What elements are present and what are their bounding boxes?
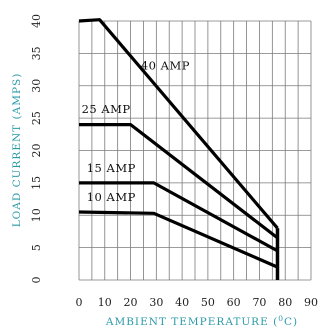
x-tick-label: 80 [278, 296, 292, 309]
series-label: 25 AMP [82, 102, 131, 116]
y-tick-label: 25 [30, 111, 43, 125]
x-tick-label: 10 [98, 296, 112, 309]
y-tick-label: 40 [30, 14, 43, 28]
y-tick-label: 5 [30, 244, 43, 251]
series-label: 40 AMP [141, 59, 190, 73]
series-lines [78, 18, 280, 280]
series-labels: 40 AMP 25 AMP 15 AMP 10 AMP [82, 59, 190, 204]
x-tick-label: 40 [175, 296, 189, 309]
series-label: 10 AMP [87, 190, 136, 204]
series-line-40-amp [78, 18, 279, 230]
series-line-10-amp [78, 210, 279, 269]
y-tick-label: 15 [30, 176, 43, 190]
y-axis-title: LOAD CURRENT (AMPS) [11, 73, 23, 228]
x-tick-label: 20 [124, 296, 138, 309]
y-tick-label: 0 [30, 277, 43, 284]
x-tick-label: 0 [76, 296, 83, 309]
x-tick-label: 70 [252, 296, 266, 309]
y-tick-label: 35 [30, 46, 43, 60]
series-label: 15 AMP [87, 161, 136, 175]
y-tick-label: 30 [30, 79, 43, 93]
x-tick-label: 30 [149, 296, 163, 309]
x-tick-label: 90 [304, 296, 318, 309]
y-tick-label: 10 [30, 208, 43, 222]
x-tick-label: 60 [227, 296, 241, 309]
y-tick-label: 20 [30, 144, 43, 158]
x-tick-label: 50 [201, 296, 215, 309]
series-line-15-amp [79, 181, 279, 253]
tick-labels: 0 10 20 30 40 50 60 70 80 90 0 5 10 15 20 25 30 35 40 [30, 14, 318, 309]
series-line-25-amp [79, 122, 279, 240]
x-axis-title: AMBIENT TEMPERATURE (0C) [105, 314, 298, 328]
